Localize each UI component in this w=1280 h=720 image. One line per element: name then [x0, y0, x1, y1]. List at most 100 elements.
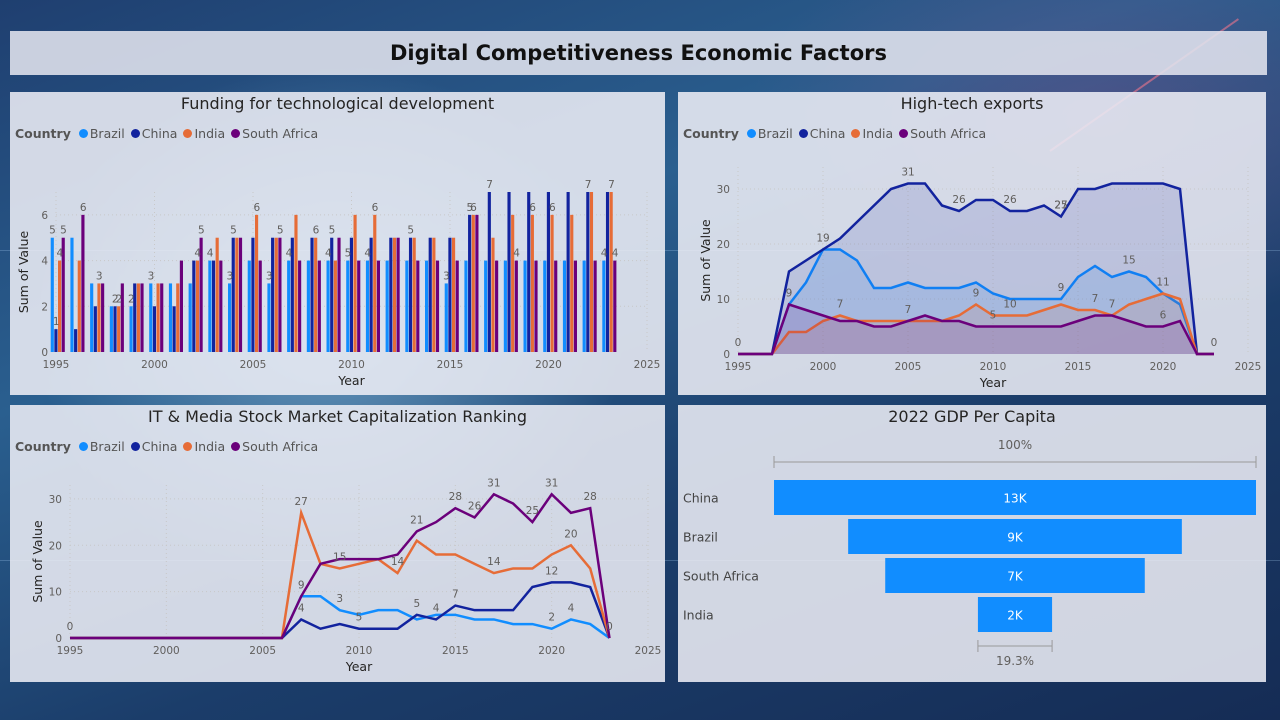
y-tick-label: 4: [41, 256, 48, 268]
bar: [425, 260, 429, 352]
bar: [464, 260, 468, 352]
legend-label: Brazil: [757, 126, 793, 141]
x-tick-label: 2010: [346, 645, 373, 657]
bar: [140, 283, 144, 352]
bar: [97, 283, 101, 352]
data-label: 20: [564, 528, 577, 540]
bar: [70, 237, 74, 352]
bar: [188, 283, 192, 352]
bar: [231, 237, 235, 352]
bar: [589, 192, 594, 352]
legend-marker: [183, 129, 193, 138]
bar: [208, 260, 212, 352]
panel-gdp: 2022 GDP Per Capita 100% 13K China 9K Brazil…: [678, 405, 1266, 682]
data-label: 6: [470, 202, 477, 214]
x-tick-label: 2005: [895, 361, 922, 373]
legend-item[interactable]: China: [798, 126, 845, 141]
data-label: 3: [336, 593, 343, 605]
data-label: 27: [1054, 200, 1067, 212]
data-label: 2: [112, 293, 119, 305]
data-label: 5: [329, 225, 336, 237]
bar: [50, 237, 54, 352]
funnel-category-label: South Africa: [683, 569, 759, 584]
data-label: 9: [973, 288, 980, 300]
legend-title: Country: [15, 126, 71, 141]
funnel-value-label: 9K: [1007, 531, 1024, 545]
legend-label: South Africa: [242, 439, 319, 454]
x-tick-label: 2000: [141, 359, 168, 371]
data-label: 28: [584, 491, 597, 503]
data-label: 15: [1122, 255, 1135, 267]
bar: [81, 214, 85, 352]
data-label: 25: [526, 505, 539, 517]
data-label: 5: [230, 225, 237, 237]
bar: [507, 192, 511, 352]
chart-title: 2022 GDP Per Capita: [888, 407, 1056, 426]
legend-item[interactable]: South Africa: [899, 126, 986, 141]
legend-item[interactable]: Brazil: [78, 439, 125, 454]
data-label: 2: [128, 293, 135, 305]
dashboard-header: Digital Competitiveness Economic Factors: [10, 31, 1267, 75]
bar: [484, 260, 488, 352]
bar: [455, 260, 459, 352]
x-tick-label: 2025: [635, 645, 662, 657]
chart-legend: Country Brazil China India South Africa: [15, 126, 318, 141]
series-line: [738, 248, 1214, 356]
x-tick-label: 2005: [240, 359, 267, 371]
bar: [495, 260, 499, 352]
bar: [396, 237, 400, 352]
funnel-bar: [885, 558, 1145, 593]
data-label: 6: [529, 202, 536, 214]
bar: [251, 237, 255, 352]
data-label: 4: [612, 248, 619, 260]
legend-item[interactable]: China: [130, 439, 177, 454]
top-percent-label: 100%: [998, 438, 1032, 452]
data-label: 6: [313, 225, 320, 237]
y-tick-label: 0: [41, 347, 48, 359]
legend-label: India: [194, 439, 226, 454]
data-label: 7: [608, 179, 615, 191]
legend-item[interactable]: South Africa: [231, 126, 318, 141]
legend-label: India: [194, 126, 226, 141]
bar: [160, 283, 164, 352]
legend-item[interactable]: Brazil: [746, 126, 793, 141]
bar: [471, 214, 475, 352]
legend-item[interactable]: India: [851, 126, 893, 141]
bar: [609, 192, 613, 352]
bar: [562, 260, 567, 352]
data-label: 5: [413, 598, 420, 610]
chart-legend: Country Brazil China India South Africa: [15, 439, 318, 454]
legend-item[interactable]: South Africa: [231, 439, 318, 454]
series-area: [738, 183, 1214, 354]
bar: [61, 237, 65, 352]
legend-item[interactable]: India: [183, 439, 225, 454]
y-tick-label: 30: [717, 184, 730, 196]
bar: [582, 260, 586, 352]
bar: [310, 237, 314, 352]
bar: [349, 237, 353, 352]
legend-marker: [851, 129, 861, 138]
bar: [428, 237, 432, 352]
series-line: [738, 302, 1214, 356]
bar: [613, 260, 617, 352]
legend-item[interactable]: China: [130, 126, 178, 141]
x-tick-label: 2025: [634, 359, 661, 371]
data-label: 4: [194, 248, 201, 260]
legend-item[interactable]: Brazil: [78, 126, 125, 141]
data-label: 21: [410, 514, 423, 526]
bar: [385, 260, 389, 352]
y-tick-label: 10: [49, 587, 62, 599]
y-axis-title: Sum of Value: [698, 219, 713, 302]
panel-itmedia: IT & Media Stock Market Capitalization R…: [10, 405, 665, 682]
data-label: 5: [198, 225, 205, 237]
bar: [333, 260, 337, 352]
funnel-bar: [977, 597, 1053, 632]
data-label: 26: [468, 500, 482, 512]
series-area: [738, 304, 1214, 354]
legend-item[interactable]: India: [183, 126, 225, 141]
bar: [168, 283, 173, 352]
data-label: 26: [952, 194, 966, 206]
funnel-value-label: 2K: [1007, 609, 1024, 623]
bar: [54, 329, 58, 352]
legend-label: China: [141, 126, 178, 141]
